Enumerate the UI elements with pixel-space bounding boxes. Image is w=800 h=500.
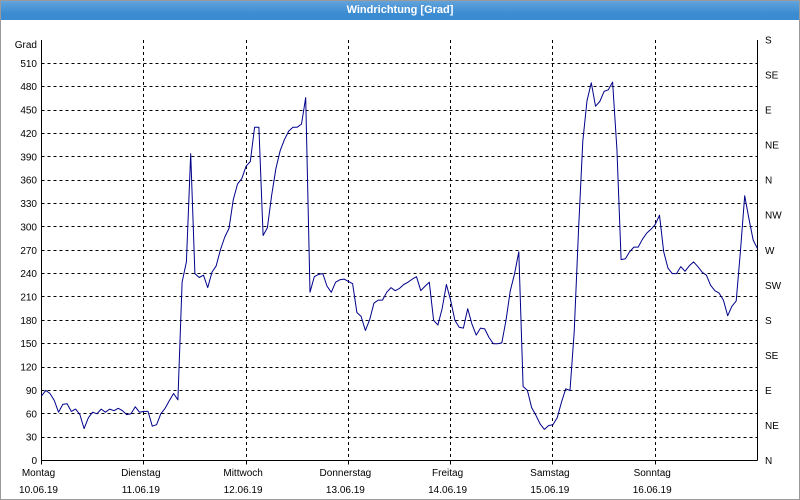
- x-tick-label-date: 14.06.19: [428, 485, 467, 496]
- series-line: [41, 81, 758, 430]
- x-tick-label-day: Samstag: [530, 468, 569, 479]
- y-tick-label: 120: [20, 363, 37, 374]
- y-tick-label: 390: [20, 152, 37, 163]
- y2-tick-label: SE: [765, 351, 779, 362]
- y-tick-label: 480: [20, 82, 37, 93]
- y2-tick-label: N: [765, 456, 772, 467]
- tick-marks: [41, 460, 656, 465]
- x-tick-label-date: 13.06.19: [326, 485, 365, 496]
- x-tick-label-date: 15.06.19: [530, 485, 569, 496]
- y-tick-label: 60: [26, 409, 38, 420]
- axes: [41, 40, 758, 461]
- y2-tick-label: E: [765, 106, 772, 117]
- y-tick-label: 330: [20, 199, 37, 210]
- y-tick-label: 300: [20, 222, 37, 233]
- y-axis-title: Grad: [15, 40, 37, 51]
- y-tick-label: 270: [20, 246, 37, 257]
- y2-tick-label: N: [765, 176, 772, 187]
- y-tick-label: 180: [20, 316, 37, 327]
- x-tick-label-date: 10.06.19: [19, 485, 58, 496]
- y2-tick-label: NW: [765, 211, 782, 222]
- y-tick-label: 90: [26, 386, 38, 397]
- y2-tick-label: E: [765, 386, 772, 397]
- y-tick-label: 210: [20, 293, 37, 304]
- y-tick-label: 360: [20, 176, 37, 187]
- y2-tick-label: S: [765, 36, 772, 47]
- x-tick-label-day: Sonntag: [634, 468, 671, 479]
- y2-tick-label: W: [765, 246, 775, 257]
- window-title: Windrichtung [Grad]: [0, 0, 800, 20]
- x-tick-label-date: 11.06.19: [122, 485, 161, 496]
- series-group: [41, 81, 758, 430]
- y-tick-label: 450: [20, 106, 37, 117]
- y-tick-label: 240: [20, 269, 37, 280]
- y-tick-label: 30: [26, 433, 38, 444]
- x-tick-label-day: Montag: [22, 468, 55, 479]
- x-tick-label-date: 12.06.19: [224, 485, 263, 496]
- gridlines: [41, 40, 758, 461]
- y2-tick-label: SE: [765, 71, 779, 82]
- tick-labels: 0 30 60 90 120 150 180 210 240 270 300 330 360 390 420…: [19, 36, 782, 497]
- x-tick-label-date: 16.06.19: [633, 485, 672, 496]
- y-tick-label: 420: [20, 129, 37, 140]
- x-tick-label-day: Freitag: [432, 468, 463, 479]
- x-tick-label-day: Dienstag: [121, 468, 160, 479]
- x-tick-label-day: Donnerstag: [320, 468, 372, 479]
- y2-tick-label: S: [765, 316, 772, 327]
- y2-tick-label: SW: [765, 281, 782, 292]
- y2-tick-label: NE: [765, 141, 779, 152]
- y2-tick-label: NE: [765, 421, 779, 432]
- y-tick-label: 0: [31, 456, 37, 467]
- y-tick-label: 150: [20, 339, 37, 350]
- x-tick-label-day: Mittwoch: [223, 468, 262, 479]
- y-tick-label: 510: [20, 59, 37, 70]
